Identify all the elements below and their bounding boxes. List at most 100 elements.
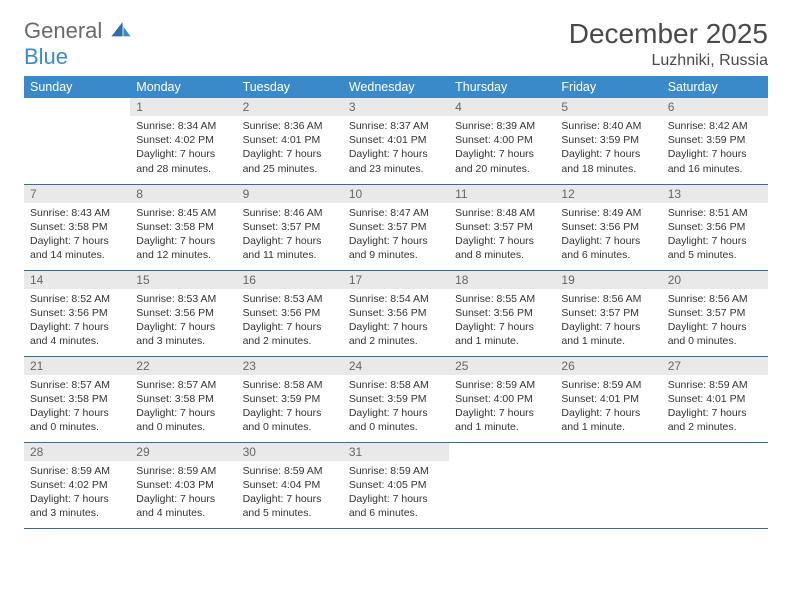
calendar-day-cell: 26Sunrise: 8:59 AMSunset: 4:01 PMDayligh… bbox=[555, 356, 661, 442]
calendar-day-cell: 8Sunrise: 8:45 AMSunset: 3:58 PMDaylight… bbox=[130, 184, 236, 270]
day-number bbox=[24, 98, 130, 102]
sunset-text: Sunset: 3:59 PM bbox=[243, 392, 337, 406]
logo-text-general: General bbox=[24, 18, 102, 43]
day-data: Sunrise: 8:59 AMSunset: 4:02 PMDaylight:… bbox=[24, 461, 130, 525]
calendar-week-row: 21Sunrise: 8:57 AMSunset: 3:58 PMDayligh… bbox=[24, 356, 768, 442]
day-number: 20 bbox=[662, 271, 768, 289]
day-data: Sunrise: 8:48 AMSunset: 3:57 PMDaylight:… bbox=[449, 203, 555, 267]
day-data: Sunrise: 8:58 AMSunset: 3:59 PMDaylight:… bbox=[343, 375, 449, 439]
weekday-header: Saturday bbox=[662, 76, 768, 98]
daylight-text: Daylight: 7 hours and 2 minutes. bbox=[668, 406, 762, 434]
day-number: 23 bbox=[237, 357, 343, 375]
sunrise-text: Sunrise: 8:59 AM bbox=[668, 378, 762, 392]
sunrise-text: Sunrise: 8:59 AM bbox=[136, 464, 230, 478]
daylight-text: Daylight: 7 hours and 9 minutes. bbox=[349, 234, 443, 262]
sunset-text: Sunset: 3:56 PM bbox=[561, 220, 655, 234]
day-data: Sunrise: 8:56 AMSunset: 3:57 PMDaylight:… bbox=[662, 289, 768, 353]
sunrise-text: Sunrise: 8:53 AM bbox=[243, 292, 337, 306]
daylight-text: Daylight: 7 hours and 0 minutes. bbox=[243, 406, 337, 434]
sunset-text: Sunset: 3:57 PM bbox=[455, 220, 549, 234]
day-data: Sunrise: 8:56 AMSunset: 3:57 PMDaylight:… bbox=[555, 289, 661, 353]
sunrise-text: Sunrise: 8:36 AM bbox=[243, 119, 337, 133]
calendar-day-cell: 6Sunrise: 8:42 AMSunset: 3:59 PMDaylight… bbox=[662, 98, 768, 184]
sunset-text: Sunset: 3:56 PM bbox=[668, 220, 762, 234]
day-number bbox=[555, 443, 661, 447]
day-data: Sunrise: 8:36 AMSunset: 4:01 PMDaylight:… bbox=[237, 116, 343, 180]
sunset-text: Sunset: 3:58 PM bbox=[30, 220, 124, 234]
day-number: 5 bbox=[555, 98, 661, 116]
day-number: 10 bbox=[343, 185, 449, 203]
sunrise-text: Sunrise: 8:52 AM bbox=[30, 292, 124, 306]
calendar-day-cell bbox=[449, 442, 555, 528]
sunrise-text: Sunrise: 8:34 AM bbox=[136, 119, 230, 133]
calendar-day-cell: 23Sunrise: 8:58 AMSunset: 3:59 PMDayligh… bbox=[237, 356, 343, 442]
sunrise-text: Sunrise: 8:56 AM bbox=[668, 292, 762, 306]
day-data: Sunrise: 8:59 AMSunset: 4:05 PMDaylight:… bbox=[343, 461, 449, 525]
sunrise-text: Sunrise: 8:45 AM bbox=[136, 206, 230, 220]
day-data: Sunrise: 8:57 AMSunset: 3:58 PMDaylight:… bbox=[24, 375, 130, 439]
calendar-day-cell: 13Sunrise: 8:51 AMSunset: 3:56 PMDayligh… bbox=[662, 184, 768, 270]
logo-sail-icon bbox=[111, 22, 131, 38]
daylight-text: Daylight: 7 hours and 5 minutes. bbox=[668, 234, 762, 262]
sunset-text: Sunset: 3:58 PM bbox=[136, 392, 230, 406]
day-data: Sunrise: 8:59 AMSunset: 4:03 PMDaylight:… bbox=[130, 461, 236, 525]
day-number: 30 bbox=[237, 443, 343, 461]
daylight-text: Daylight: 7 hours and 12 minutes. bbox=[136, 234, 230, 262]
sunrise-text: Sunrise: 8:39 AM bbox=[455, 119, 549, 133]
day-number: 28 bbox=[24, 443, 130, 461]
sunset-text: Sunset: 3:57 PM bbox=[668, 306, 762, 320]
daylight-text: Daylight: 7 hours and 18 minutes. bbox=[561, 147, 655, 175]
sunrise-text: Sunrise: 8:37 AM bbox=[349, 119, 443, 133]
calendar-table: Sunday Monday Tuesday Wednesday Thursday… bbox=[24, 76, 768, 529]
day-data: Sunrise: 8:59 AMSunset: 4:01 PMDaylight:… bbox=[662, 375, 768, 439]
calendar-day-cell: 18Sunrise: 8:55 AMSunset: 3:56 PMDayligh… bbox=[449, 270, 555, 356]
daylight-text: Daylight: 7 hours and 23 minutes. bbox=[349, 147, 443, 175]
sunrise-text: Sunrise: 8:59 AM bbox=[30, 464, 124, 478]
daylight-text: Daylight: 7 hours and 0 minutes. bbox=[136, 406, 230, 434]
weekday-header: Sunday bbox=[24, 76, 130, 98]
calendar-day-cell: 24Sunrise: 8:58 AMSunset: 3:59 PMDayligh… bbox=[343, 356, 449, 442]
sunset-text: Sunset: 3:57 PM bbox=[349, 220, 443, 234]
day-number: 3 bbox=[343, 98, 449, 116]
day-data: Sunrise: 8:54 AMSunset: 3:56 PMDaylight:… bbox=[343, 289, 449, 353]
sunrise-text: Sunrise: 8:58 AM bbox=[349, 378, 443, 392]
sunset-text: Sunset: 3:58 PM bbox=[30, 392, 124, 406]
day-data: Sunrise: 8:43 AMSunset: 3:58 PMDaylight:… bbox=[24, 203, 130, 267]
calendar-day-cell: 21Sunrise: 8:57 AMSunset: 3:58 PMDayligh… bbox=[24, 356, 130, 442]
calendar-day-cell: 5Sunrise: 8:40 AMSunset: 3:59 PMDaylight… bbox=[555, 98, 661, 184]
sunrise-text: Sunrise: 8:59 AM bbox=[243, 464, 337, 478]
daylight-text: Daylight: 7 hours and 25 minutes. bbox=[243, 147, 337, 175]
daylight-text: Daylight: 7 hours and 11 minutes. bbox=[243, 234, 337, 262]
calendar-day-cell: 29Sunrise: 8:59 AMSunset: 4:03 PMDayligh… bbox=[130, 442, 236, 528]
daylight-text: Daylight: 7 hours and 5 minutes. bbox=[243, 492, 337, 520]
month-title: December 2025 bbox=[569, 18, 768, 50]
day-data: Sunrise: 8:39 AMSunset: 4:00 PMDaylight:… bbox=[449, 116, 555, 180]
daylight-text: Daylight: 7 hours and 20 minutes. bbox=[455, 147, 549, 175]
sunset-text: Sunset: 4:01 PM bbox=[668, 392, 762, 406]
day-data: Sunrise: 8:52 AMSunset: 3:56 PMDaylight:… bbox=[24, 289, 130, 353]
calendar-day-cell: 9Sunrise: 8:46 AMSunset: 3:57 PMDaylight… bbox=[237, 184, 343, 270]
day-number bbox=[662, 443, 768, 447]
day-data: Sunrise: 8:53 AMSunset: 3:56 PMDaylight:… bbox=[237, 289, 343, 353]
sunset-text: Sunset: 3:56 PM bbox=[243, 306, 337, 320]
daylight-text: Daylight: 7 hours and 8 minutes. bbox=[455, 234, 549, 262]
daylight-text: Daylight: 7 hours and 1 minute. bbox=[561, 320, 655, 348]
calendar-day-cell: 28Sunrise: 8:59 AMSunset: 4:02 PMDayligh… bbox=[24, 442, 130, 528]
sunrise-text: Sunrise: 8:43 AM bbox=[30, 206, 124, 220]
sunrise-text: Sunrise: 8:51 AM bbox=[668, 206, 762, 220]
calendar-day-cell: 12Sunrise: 8:49 AMSunset: 3:56 PMDayligh… bbox=[555, 184, 661, 270]
sunrise-text: Sunrise: 8:53 AM bbox=[136, 292, 230, 306]
daylight-text: Daylight: 7 hours and 3 minutes. bbox=[30, 492, 124, 520]
sunrise-text: Sunrise: 8:40 AM bbox=[561, 119, 655, 133]
sunset-text: Sunset: 3:56 PM bbox=[30, 306, 124, 320]
sunset-text: Sunset: 4:03 PM bbox=[136, 478, 230, 492]
sunset-text: Sunset: 4:00 PM bbox=[455, 133, 549, 147]
day-data: Sunrise: 8:55 AMSunset: 3:56 PMDaylight:… bbox=[449, 289, 555, 353]
sunset-text: Sunset: 3:57 PM bbox=[561, 306, 655, 320]
calendar-day-cell: 16Sunrise: 8:53 AMSunset: 3:56 PMDayligh… bbox=[237, 270, 343, 356]
day-number: 18 bbox=[449, 271, 555, 289]
day-number: 7 bbox=[24, 185, 130, 203]
sunset-text: Sunset: 4:00 PM bbox=[455, 392, 549, 406]
day-number: 15 bbox=[130, 271, 236, 289]
daylight-text: Daylight: 7 hours and 1 minute. bbox=[455, 406, 549, 434]
